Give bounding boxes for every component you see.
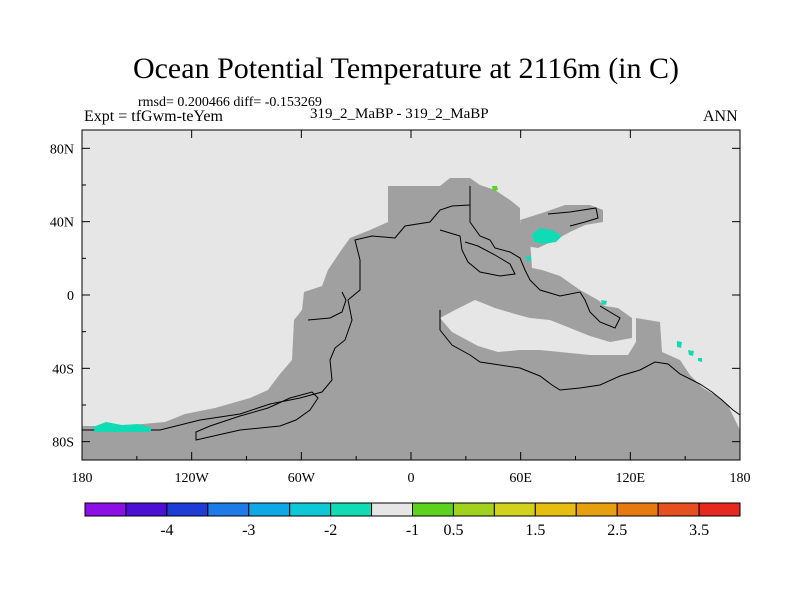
anomaly-patch-cyan <box>93 422 152 432</box>
case-label: 319_2_MaBP - 319_2_MaBP <box>310 106 489 122</box>
colorbar-label: -2 <box>324 522 337 539</box>
colorbar-box <box>575 502 618 517</box>
anomaly-patch-cyan <box>601 300 607 305</box>
anomaly-patch-green <box>492 186 498 191</box>
coastline-central <box>469 186 621 329</box>
chart-title: Ocean Potential Temperature at 2116m (in… <box>132 52 680 85</box>
colorbar-label: 0.5 <box>443 522 463 539</box>
x-tick-label: 180 <box>730 471 751 486</box>
stats-label: rmsd= 0.200466 diff= -0.153269 <box>138 95 322 110</box>
anomaly-group <box>93 186 702 432</box>
season-label: ANN <box>703 108 738 125</box>
colorbar-box <box>248 502 291 517</box>
anomaly-patch-cyan <box>698 358 702 362</box>
x-tick-label: 0 <box>408 471 415 486</box>
colorbar-box <box>534 502 577 517</box>
y-tick-label: 40N <box>50 216 74 231</box>
y-axis: 80N 40N 0 40S 80S <box>50 142 740 451</box>
coastline-group <box>82 186 741 441</box>
colorbar-box <box>330 502 373 517</box>
anomaly-patch-cyan <box>688 350 694 356</box>
colorbar: -4 -3 -2 -1 0.5 1.5 2.5 3.5 <box>84 502 741 539</box>
colorbar-box <box>698 502 741 517</box>
coastline-central-inner <box>439 229 516 277</box>
colorbar-box <box>412 502 454 517</box>
coastline-east-peninsula <box>547 207 599 227</box>
coastline-west <box>82 204 471 431</box>
anomaly-patch-cyan <box>532 228 562 244</box>
coastline-south <box>439 310 741 416</box>
x-tick-label: 180 <box>72 471 93 486</box>
x-tick-label: 120W <box>175 471 210 486</box>
colorbar-box <box>452 502 495 517</box>
y-tick-label: 80S <box>52 436 74 451</box>
land-main <box>82 178 740 460</box>
colorbar-label: -3 <box>242 522 255 539</box>
x-tick-label: 60E <box>509 471 532 486</box>
y-tick-label: 40S <box>52 362 74 377</box>
y-tick-label: 80N <box>50 142 74 157</box>
coastline-west-inner <box>195 391 319 441</box>
x-tick-label: 60W <box>288 471 316 486</box>
colorbar-label: -4 <box>160 522 173 539</box>
colorbar-box <box>84 502 127 517</box>
experiment-label: Expt = tfGwm-teYem <box>84 108 223 125</box>
colorbar-box <box>371 502 413 517</box>
colorbar-box <box>657 502 700 517</box>
colorbar-box <box>493 502 536 517</box>
colorbar-box <box>616 502 659 517</box>
colorbar-box <box>125 502 168 517</box>
colorbar-box <box>207 502 250 517</box>
colorbar-label: 3.5 <box>689 522 709 539</box>
colorbar-label: 2.5 <box>607 522 627 539</box>
y-tick-label: 0 <box>67 289 74 304</box>
x-axis: 180 120W 60W 0 60E 120E 180 <box>72 130 751 486</box>
anomaly-patch-cyan <box>526 256 531 261</box>
coastline-arc <box>307 291 347 321</box>
anomaly-patch-cyan <box>677 341 682 348</box>
colorbar-box <box>289 502 332 517</box>
x-tick-label: 120E <box>616 471 646 486</box>
colorbar-label: -1 <box>406 522 419 539</box>
colorbar-label: 1.5 <box>525 522 545 539</box>
colorbar-box <box>166 502 209 517</box>
